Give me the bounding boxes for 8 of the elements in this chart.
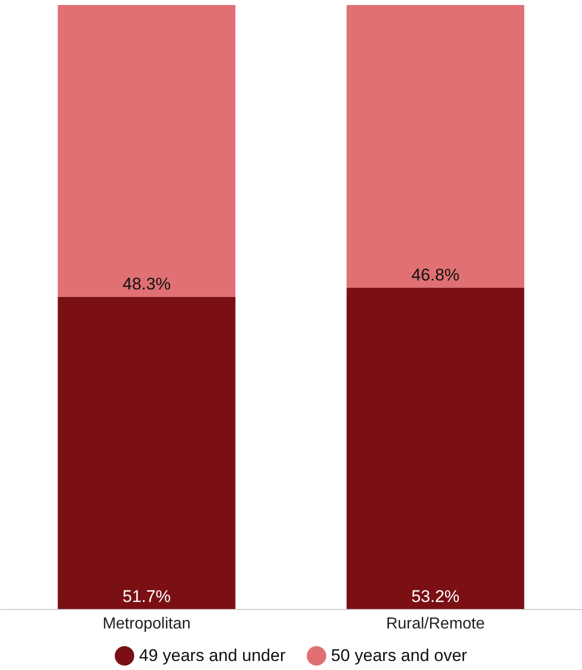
- data-label: 51.7%: [122, 587, 171, 606]
- data-label: 46.8%: [411, 266, 460, 285]
- x-tick-label: Metropolitan: [102, 616, 191, 632]
- x-tick-label: Rural/Remote: [386, 616, 485, 632]
- legend-label: 50 years and over: [331, 646, 468, 665]
- data-label: 48.3%: [122, 274, 171, 294]
- data-label: 53.2%: [411, 587, 460, 606]
- legend-label: 49 years and under: [139, 646, 286, 665]
